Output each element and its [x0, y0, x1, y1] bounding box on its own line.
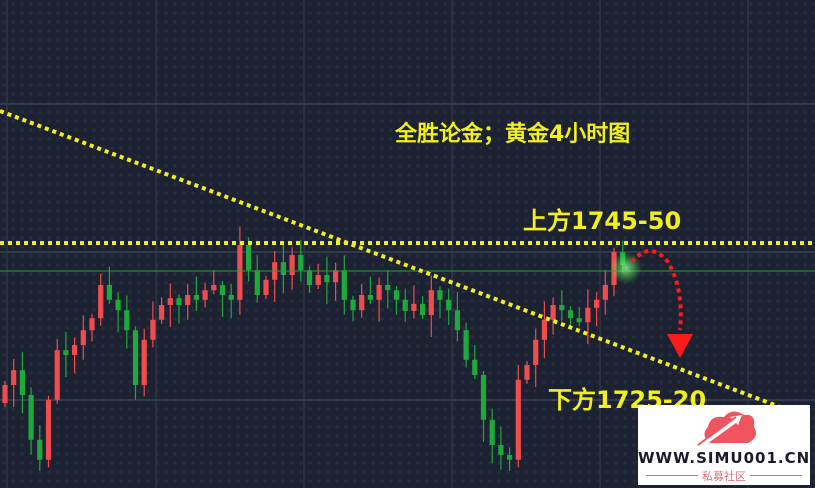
candle-up: [11, 370, 17, 385]
candle-up: [45, 399, 52, 460]
candle-down: [246, 245, 252, 271]
candle-up: [333, 270, 339, 283]
candle-down: [454, 310, 460, 331]
candle-down: [507, 455, 513, 460]
candle-down: [228, 295, 234, 300]
candle-down: [385, 285, 391, 291]
candle-down: [115, 299, 121, 311]
candle-down: [576, 318, 582, 323]
candle-up: [594, 299, 600, 308]
candle-up: [141, 339, 147, 385]
down-arrow-icon: [667, 334, 693, 358]
candle-up: [150, 319, 156, 340]
cloud-arrow-logo-icon: [697, 411, 756, 447]
candle-up: [98, 285, 104, 319]
candle-up: [167, 298, 173, 305]
candle-up: [411, 303, 417, 311]
candle-down: [176, 298, 182, 305]
candle-down: [446, 299, 452, 311]
candle-down: [367, 295, 373, 300]
candle-down: [350, 299, 356, 311]
candle-down: [306, 270, 313, 285]
candle-up: [202, 290, 208, 300]
candle-down: [28, 395, 34, 440]
candle-down: [63, 350, 69, 355]
price-glow: [610, 252, 642, 284]
candle-down: [280, 262, 286, 275]
candle-down: [37, 439, 43, 460]
descending-trendline: [0, 109, 781, 409]
candle-up: [72, 345, 78, 355]
candle-down: [463, 330, 469, 360]
candle-down: [254, 270, 260, 295]
candle-up: [515, 379, 521, 460]
candle-down: [341, 270, 347, 300]
candle-down: [472, 359, 478, 375]
candle-up: [2, 385, 8, 403]
candle-up: [185, 295, 191, 305]
watermark-logo: WWW.SIMU001.CN 私募社区: [638, 405, 810, 485]
candle-down: [132, 330, 139, 385]
candle-up: [237, 245, 243, 300]
candle-up: [211, 285, 217, 291]
candle-down: [420, 303, 426, 315]
upper-target-label: 上方1745-50: [523, 207, 682, 235]
watermark-url: WWW.SIMU001.CN: [638, 449, 811, 467]
candles: [2, 226, 626, 471]
candle-up: [289, 255, 295, 275]
candle-up: [89, 318, 95, 331]
candle-down: [567, 310, 574, 319]
candle-up: [533, 339, 539, 365]
candle-up: [524, 365, 530, 380]
candle-up: [376, 285, 382, 300]
watermark-subtitle: 私募社区: [702, 470, 746, 483]
candle-down: [402, 299, 408, 311]
candle-down: [324, 275, 330, 283]
candle-up: [428, 290, 434, 315]
candle-down: [298, 255, 304, 271]
candle-down: [124, 310, 130, 331]
candle-up: [54, 350, 60, 400]
candle-up: [263, 279, 269, 295]
candle-down: [193, 295, 199, 300]
candle-down: [437, 290, 443, 300]
candle-up: [541, 319, 547, 340]
candle-down: [489, 419, 495, 445]
candle-down: [480, 375, 487, 420]
candle-down: [498, 445, 504, 455]
trend-lines: [0, 109, 815, 409]
candle-up: [315, 275, 321, 285]
candle-down: [559, 305, 565, 311]
candle-up: [159, 305, 165, 320]
divider: [750, 475, 802, 476]
candle-down: [19, 370, 25, 395]
candle-down: [106, 285, 112, 300]
divider: [646, 475, 698, 476]
chart-title: 全胜论金；黄金4小时图: [395, 122, 631, 147]
candle-down: [393, 290, 400, 300]
candle-down: [219, 285, 226, 295]
candle-up: [359, 295, 365, 311]
candle-up: [80, 330, 86, 345]
candle-up: [550, 305, 556, 320]
candle-up: [602, 285, 608, 300]
candle-up: [585, 307, 591, 323]
forecast-path: [630, 249, 683, 331]
